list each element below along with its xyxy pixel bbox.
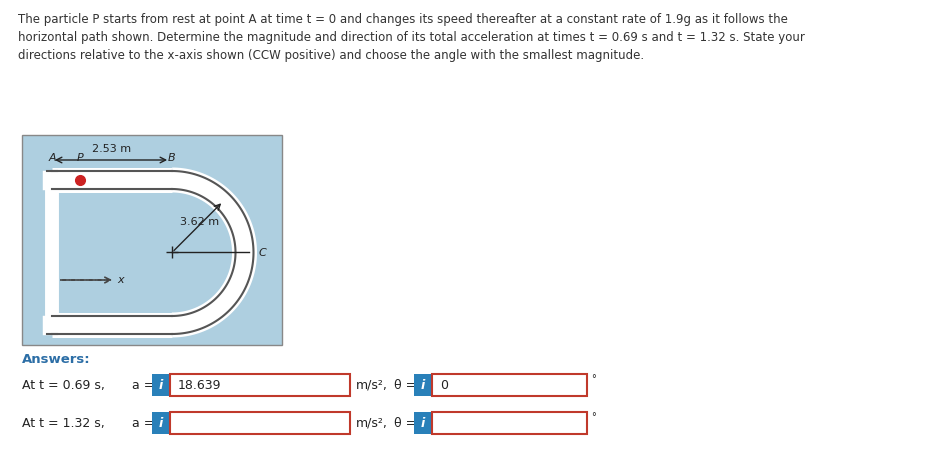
FancyBboxPatch shape	[414, 412, 432, 434]
Text: a =: a =	[132, 417, 155, 429]
Text: m/s²,: m/s²,	[356, 417, 388, 429]
Text: a =: a =	[132, 378, 155, 392]
Text: x: x	[117, 275, 123, 285]
Text: Answers:: Answers:	[22, 353, 90, 366]
Text: m/s²,: m/s²,	[356, 378, 388, 392]
Text: 2.53 m: 2.53 m	[92, 144, 132, 154]
Text: °: °	[591, 374, 596, 384]
Text: i: i	[420, 378, 425, 392]
Text: C: C	[258, 247, 267, 257]
FancyBboxPatch shape	[152, 412, 170, 434]
Text: 3.62 m: 3.62 m	[180, 217, 219, 227]
FancyBboxPatch shape	[432, 412, 587, 434]
Text: °: °	[591, 412, 596, 422]
Text: θ =: θ =	[394, 417, 417, 429]
FancyBboxPatch shape	[414, 374, 432, 396]
FancyBboxPatch shape	[170, 374, 350, 396]
Text: P: P	[77, 153, 84, 163]
Text: 0: 0	[440, 378, 448, 392]
Text: θ =: θ =	[394, 378, 417, 392]
Bar	[22, 135, 282, 345]
Text: A: A	[48, 153, 56, 163]
Text: B: B	[168, 153, 176, 163]
FancyBboxPatch shape	[152, 374, 170, 396]
FancyBboxPatch shape	[170, 412, 350, 434]
Text: At t = 0.69 s,: At t = 0.69 s,	[22, 378, 105, 392]
Text: 18.639: 18.639	[178, 378, 221, 392]
Text: i: i	[158, 417, 163, 429]
FancyBboxPatch shape	[432, 374, 587, 396]
Text: i: i	[420, 417, 425, 429]
Text: The particle P starts from rest at point A at time t = 0 and changes its speed t: The particle P starts from rest at point…	[18, 13, 805, 62]
Text: At t = 1.32 s,: At t = 1.32 s,	[22, 417, 104, 429]
Text: i: i	[158, 378, 163, 392]
